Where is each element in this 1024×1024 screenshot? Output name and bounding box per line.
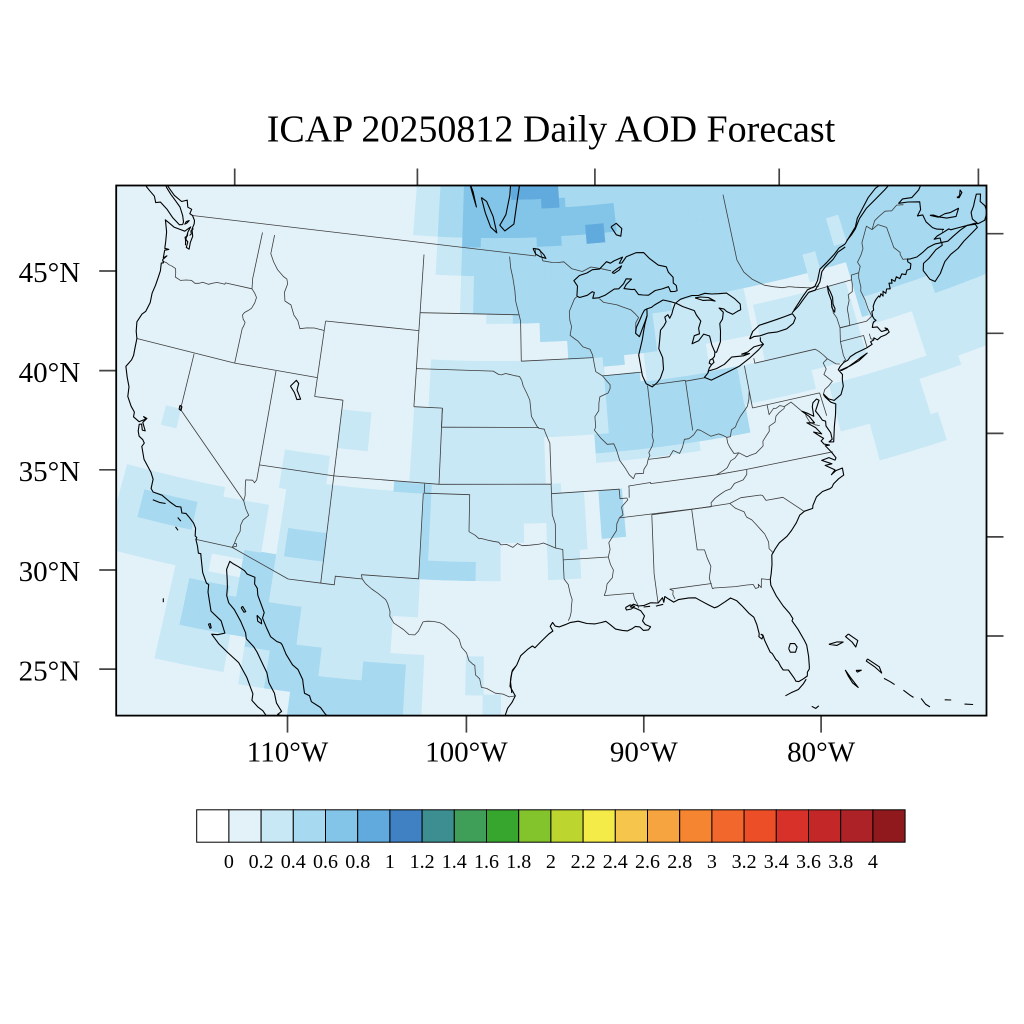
svg-text:3.4: 3.4 [764, 851, 789, 873]
svg-text:3.2: 3.2 [732, 851, 757, 873]
svg-text:0.8: 0.8 [345, 851, 370, 873]
svg-text:3: 3 [707, 851, 717, 873]
svg-text:1.8: 1.8 [506, 851, 531, 873]
svg-text:3.6: 3.6 [796, 851, 821, 873]
svg-text:100°W: 100°W [425, 737, 508, 769]
svg-text:80°W: 80°W [787, 737, 856, 769]
svg-text:2: 2 [546, 851, 556, 873]
svg-text:2.6: 2.6 [635, 851, 660, 873]
svg-text:110°W: 110°W [247, 737, 329, 769]
svg-text:1.4: 1.4 [442, 851, 467, 873]
svg-text:4: 4 [868, 851, 878, 873]
svg-text:1.6: 1.6 [474, 851, 499, 873]
svg-text:0: 0 [224, 851, 234, 873]
svg-text:0.2: 0.2 [249, 851, 274, 873]
svg-text:1: 1 [385, 851, 395, 873]
svg-text:2.8: 2.8 [667, 851, 692, 873]
svg-text:35°N: 35°N [19, 456, 81, 488]
svg-text:25°N: 25°N [19, 655, 81, 687]
svg-text:45°N: 45°N [19, 257, 81, 289]
svg-text:90°W: 90°W [610, 737, 679, 769]
svg-text:0.6: 0.6 [313, 851, 338, 873]
svg-text:2.2: 2.2 [571, 851, 596, 873]
svg-text:30°N: 30°N [19, 556, 81, 588]
svg-text:40°N: 40°N [19, 357, 81, 389]
svg-text:0.4: 0.4 [281, 851, 306, 873]
svg-text:2.4: 2.4 [603, 851, 628, 873]
svg-text:ICAP 20250812 Daily AOD Foreca: ICAP 20250812 Daily AOD Forecast [267, 109, 836, 151]
svg-text:3.8: 3.8 [828, 851, 853, 873]
svg-text:1.2: 1.2 [410, 851, 435, 873]
